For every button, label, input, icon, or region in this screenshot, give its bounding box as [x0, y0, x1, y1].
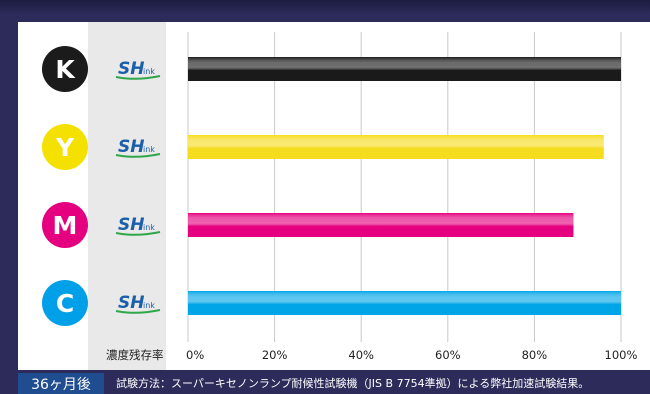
ink-badge-label: C	[56, 289, 74, 318]
x-axis: 濃度残存率 0% 20% 40% 60% 80% 100%	[106, 348, 638, 362]
ink-badge-label: K	[55, 55, 76, 84]
ink-badge-label: M	[53, 211, 78, 240]
svg-text:SH: SH	[118, 293, 144, 313]
header-band	[0, 0, 650, 14]
x-tick-label: 0%	[186, 348, 204, 362]
test-method-note: 試験方法：スーパーキセノンランプ耐候性試験機（JIS B 7754準拠）による弊…	[116, 377, 590, 390]
ink-badge-y	[42, 124, 88, 170]
ink-badge-k	[42, 46, 88, 92]
x-tick-label: 80%	[522, 348, 548, 362]
svg-text:ink: ink	[143, 301, 155, 310]
bar-gloss-y	[188, 135, 604, 159]
x-tick-label: 100%	[605, 348, 638, 362]
ink-badge-m	[42, 202, 88, 248]
bar-gloss-k	[188, 57, 621, 81]
ink-badges: K Y M C	[42, 46, 88, 326]
x-tick-label: 20%	[262, 348, 288, 362]
bar-gloss-c	[188, 291, 621, 315]
ink-badge-label: Y	[55, 133, 75, 162]
svg-text:SH: SH	[118, 215, 144, 235]
bars	[188, 57, 621, 315]
svg-text:ink: ink	[143, 145, 155, 154]
svg-text:SH: SH	[118, 137, 144, 157]
svg-text:SH: SH	[118, 59, 144, 79]
x-tick-label: 40%	[348, 348, 374, 362]
svg-text:ink: ink	[143, 223, 155, 232]
x-tick-label: 60%	[435, 348, 461, 362]
period-tag: 36ヶ月後	[18, 373, 104, 394]
ink-badge-c	[42, 280, 88, 326]
grid-lines	[187, 32, 622, 342]
x-axis-label: 濃度残存率	[106, 348, 164, 362]
bar-gloss-m	[188, 213, 574, 237]
svg-text:ink: ink	[143, 67, 155, 76]
